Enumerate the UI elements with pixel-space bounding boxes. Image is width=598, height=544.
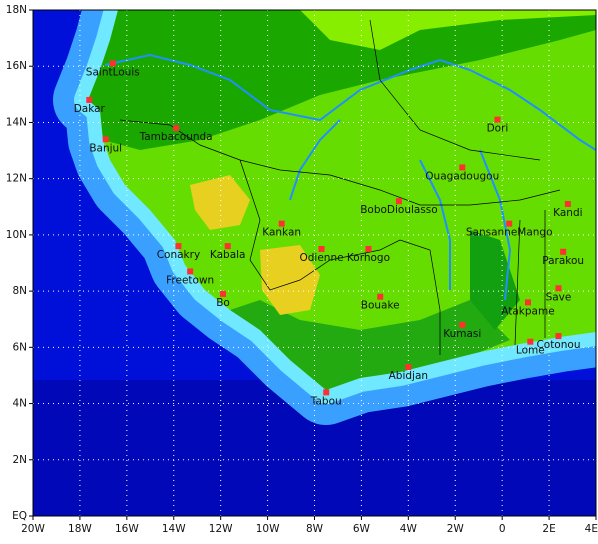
x-tick-label: 4E xyxy=(585,523,598,535)
x-tick-label: 18W xyxy=(68,523,92,535)
y-tick-label: 16N xyxy=(6,60,27,72)
sahel-zone xyxy=(88,10,596,150)
city-marker xyxy=(102,136,109,143)
city-label: Abidjan xyxy=(389,370,428,382)
city-label: BoboDioulasso xyxy=(360,204,438,216)
city-label: SansanneMango xyxy=(466,227,553,239)
city-label: Lome xyxy=(516,345,545,357)
hills xyxy=(470,230,520,330)
city-marker xyxy=(564,200,571,207)
city-label: Save xyxy=(546,291,572,303)
rivers xyxy=(104,53,596,301)
river xyxy=(479,149,512,301)
city-marker xyxy=(278,220,285,227)
city-marker xyxy=(173,125,180,132)
river xyxy=(289,119,341,201)
border xyxy=(369,19,541,161)
highland xyxy=(190,175,250,230)
y-tick-label: 8N xyxy=(12,285,27,297)
city-marker xyxy=(365,245,372,252)
border xyxy=(119,119,561,206)
y-tick-label: 18N xyxy=(6,4,27,16)
x-tick-label: 6W xyxy=(353,523,371,535)
city-label: Kandi xyxy=(553,207,582,219)
city-marker xyxy=(187,268,194,275)
x-tick-label: 12W xyxy=(209,523,233,535)
city-label: Tambacounda xyxy=(139,131,213,143)
city-marker xyxy=(318,245,325,252)
city-marker xyxy=(524,299,531,306)
city-marker xyxy=(494,116,501,123)
city-marker xyxy=(323,389,330,396)
city-marker xyxy=(224,243,231,250)
city-marker xyxy=(555,333,562,340)
city-label: Freetown xyxy=(166,274,214,286)
city-label: Kabala xyxy=(210,249,246,261)
city-label: Odienne xyxy=(299,252,343,264)
x-tick-label: 20W xyxy=(21,523,45,535)
y-tick-label: EQ xyxy=(12,510,27,522)
city-label: Dakar xyxy=(74,103,106,115)
border xyxy=(239,159,441,355)
x-tick-label: 16W xyxy=(115,523,139,535)
city-marker xyxy=(459,164,466,171)
cities: SaintLouis Dakar Tambacounda Banjul Dori Ouag… xyxy=(74,60,584,407)
city-marker xyxy=(86,96,93,103)
axes: 20W 18W 16W 14W 12W 10W 8W 6W 4W 2W 0 2E 4E EQ 2N 4N 6N 8… xyxy=(6,4,598,535)
borders xyxy=(119,19,561,355)
city-label: Kankan xyxy=(262,227,301,239)
y-tick-label: 2N xyxy=(12,454,27,466)
city-marker xyxy=(527,338,534,345)
y-tick-label: 12N xyxy=(6,173,27,185)
city-label: Ouagadougou xyxy=(425,170,499,182)
city-marker xyxy=(555,285,562,292)
city-marker xyxy=(506,220,513,227)
city-label: Cotonou xyxy=(536,339,580,351)
city-marker xyxy=(175,243,182,250)
map-area xyxy=(33,10,596,516)
y-tick-label: 10N xyxy=(6,229,27,241)
city-label: Bo xyxy=(216,297,230,309)
city-label: Banjul xyxy=(89,142,122,154)
city-label: Atakpame xyxy=(501,305,554,317)
city-label: Conakry xyxy=(157,249,200,261)
city-marker xyxy=(220,290,227,297)
city-marker xyxy=(109,60,116,67)
river xyxy=(419,159,451,290)
city-label: Bouake xyxy=(361,300,400,312)
y-tick-label: 4N xyxy=(12,398,27,410)
x-tick-label: 10W xyxy=(256,523,280,535)
y-tick-label: 14N xyxy=(6,116,27,128)
city-label: SaintLouis xyxy=(86,66,140,78)
x-tick-label: 4W xyxy=(400,523,418,535)
highland xyxy=(260,245,320,315)
city-marker xyxy=(405,364,412,371)
y-tick-label: 6N xyxy=(12,341,27,353)
x-tick-label: 8W xyxy=(306,523,324,535)
x-tick-label: 0 xyxy=(499,523,506,535)
x-tick-label: 14W xyxy=(162,523,186,535)
x-tick-label: 2E xyxy=(542,523,555,535)
city-marker xyxy=(377,293,384,300)
desert-zone xyxy=(300,10,596,50)
city-marker xyxy=(560,248,567,255)
city-label: Kumasi xyxy=(443,328,481,340)
river xyxy=(104,53,596,151)
city-marker xyxy=(395,198,402,205)
city-label: Parakou xyxy=(542,255,584,267)
city-marker xyxy=(459,321,466,328)
city-label: Tabou xyxy=(310,395,342,407)
border xyxy=(514,210,546,346)
city-label: Dori xyxy=(487,123,509,135)
x-tick-label: 2W xyxy=(447,523,465,535)
city-label: Korhogo xyxy=(347,252,390,264)
